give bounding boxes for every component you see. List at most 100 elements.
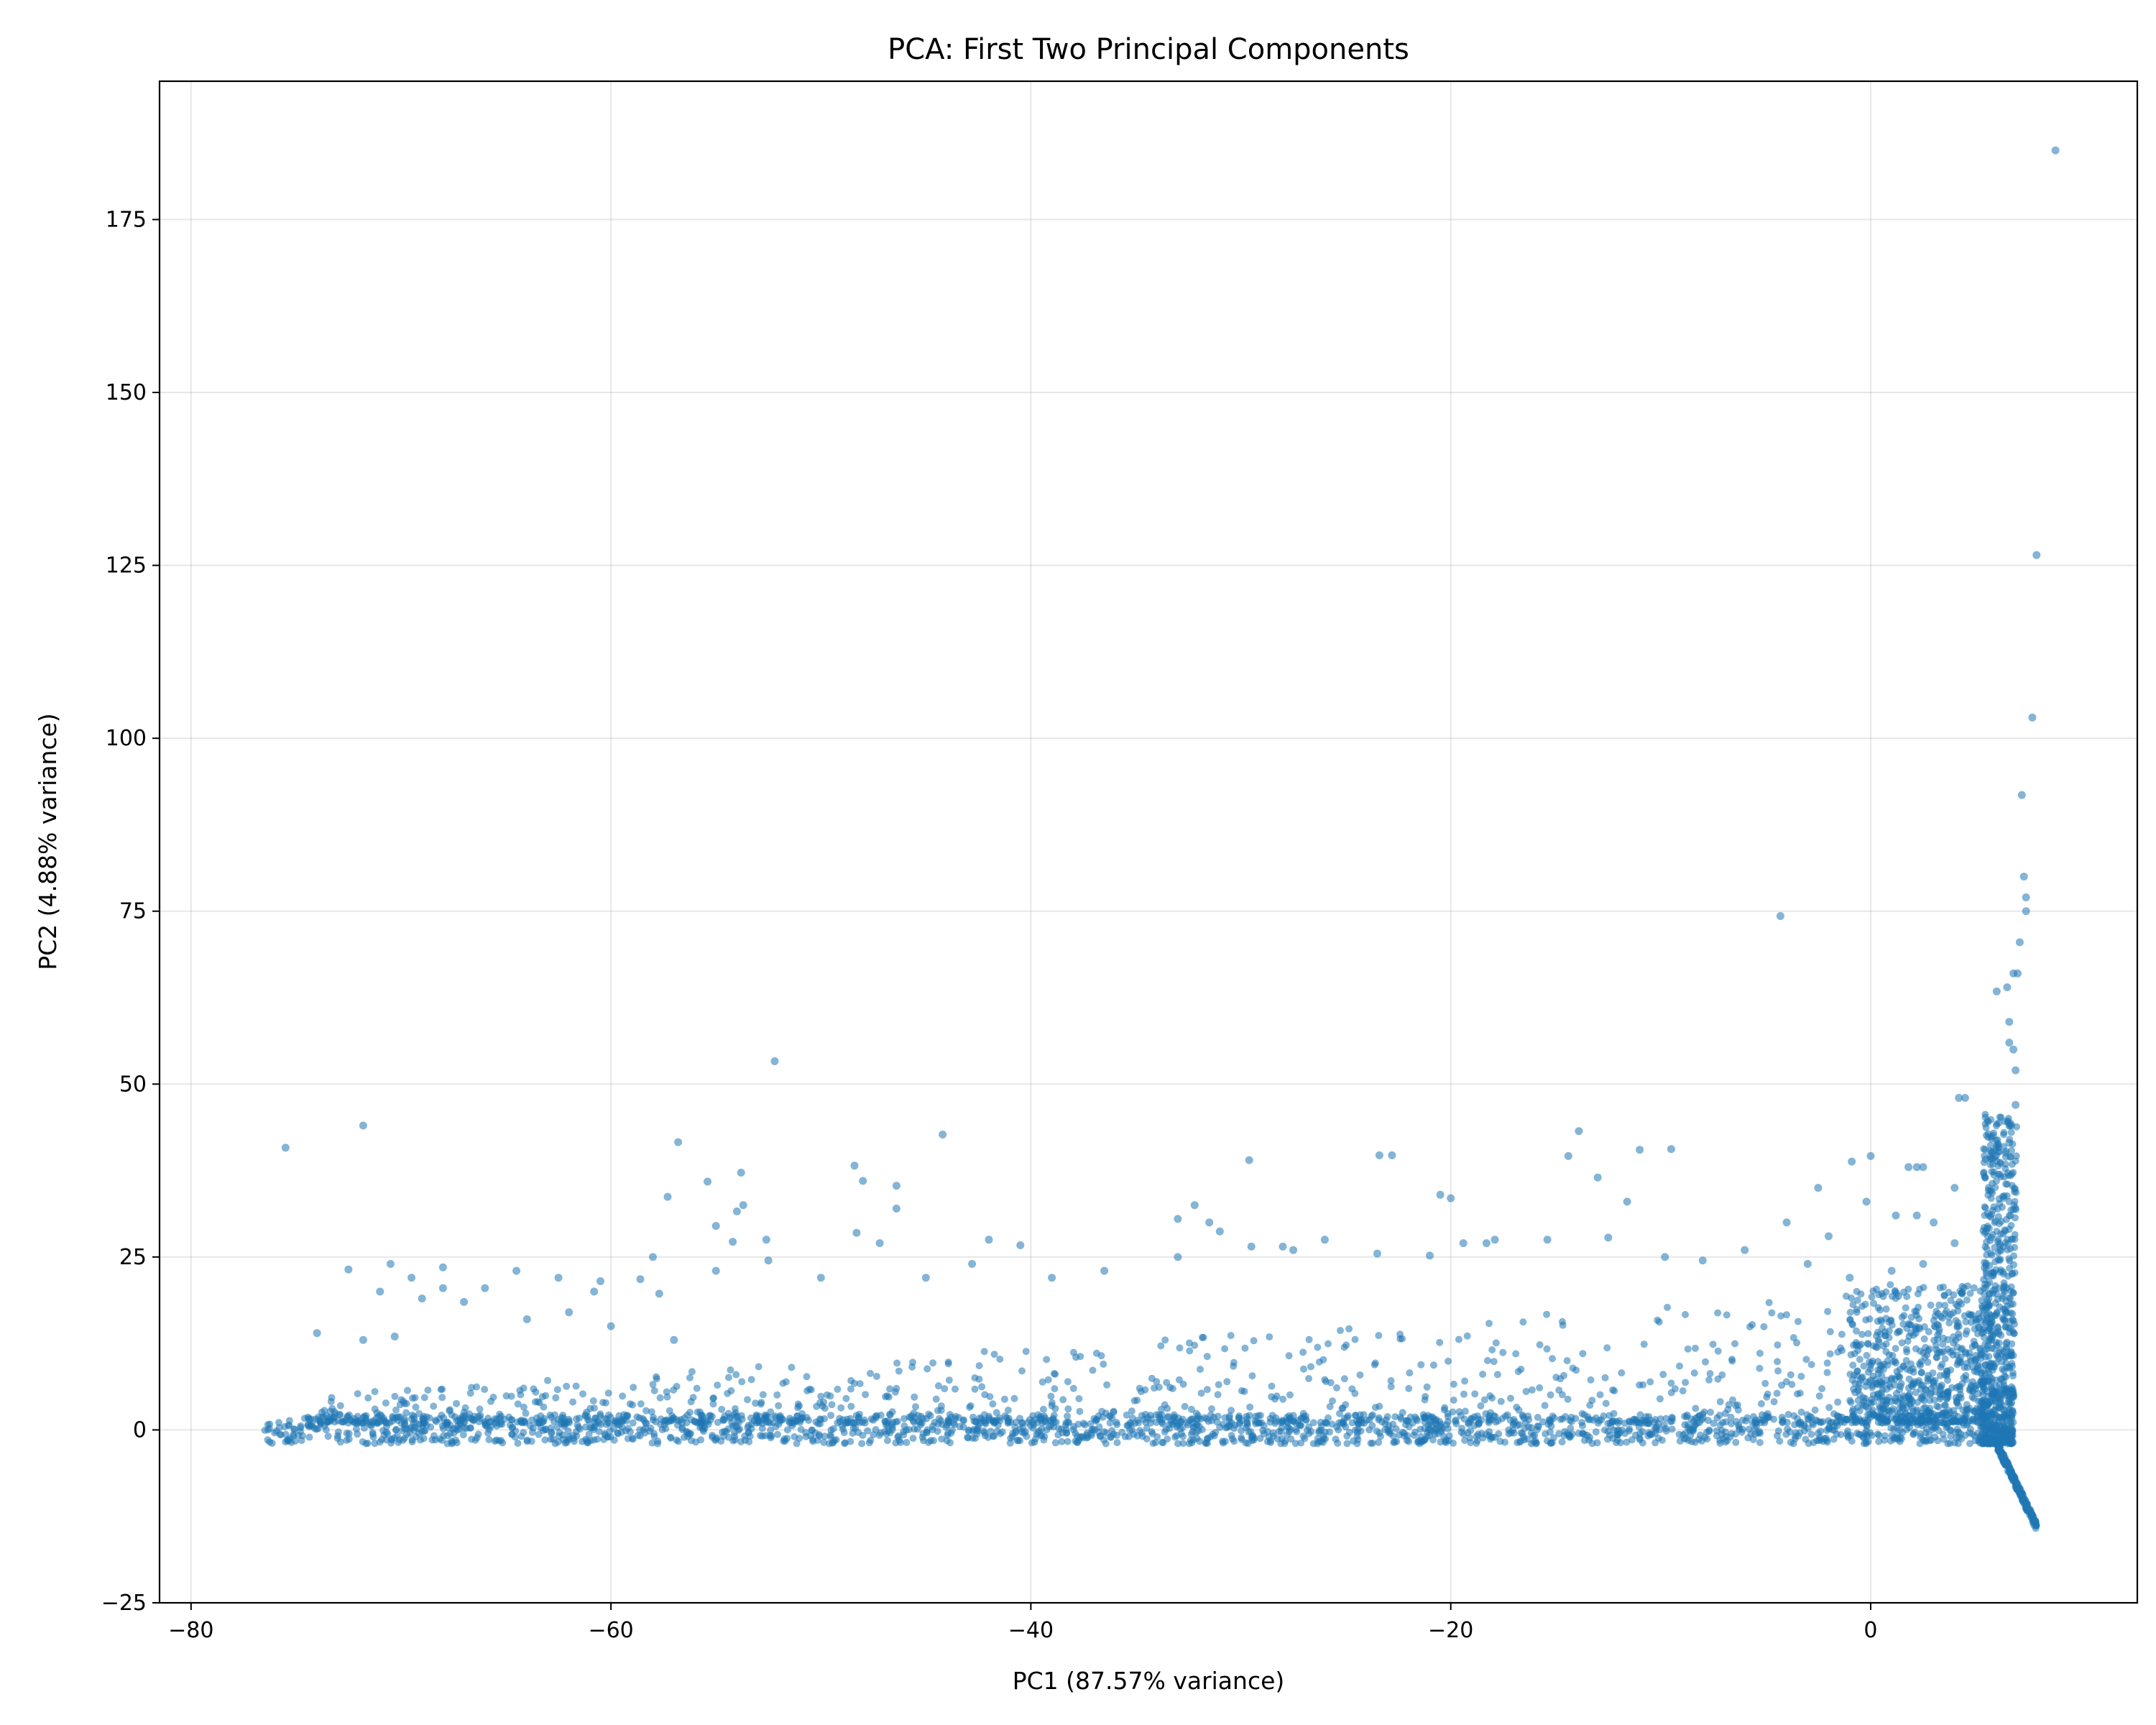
scatter-point <box>892 1205 900 1213</box>
spike-point <box>2011 1243 2019 1251</box>
band-point <box>1786 1428 1794 1436</box>
low-scatter-point <box>324 1417 332 1425</box>
low-scatter-point <box>686 1374 694 1381</box>
band-point <box>384 1430 392 1438</box>
low-scatter-point <box>1656 1395 1664 1403</box>
band-point <box>731 1429 738 1437</box>
band-point <box>304 1422 312 1430</box>
cluster-point <box>1966 1289 1974 1297</box>
scatter-point <box>1375 1151 1383 1159</box>
low-scatter-point <box>1181 1402 1189 1410</box>
scatter-point <box>985 1236 993 1244</box>
low-scatter-point <box>1463 1332 1471 1340</box>
low-scatter-point <box>1494 1417 1502 1425</box>
band-point <box>590 1436 598 1444</box>
spike-point <box>1996 1242 2004 1250</box>
scatter-point <box>939 1131 947 1138</box>
cluster-point <box>1908 1397 1916 1405</box>
low-scatter-point <box>678 1419 686 1427</box>
band-point <box>1482 1430 1490 1438</box>
band-point <box>1301 1435 1309 1443</box>
low-scatter-point <box>1682 1379 1690 1386</box>
band-point <box>526 1422 534 1430</box>
low-scatter-point <box>1818 1385 1826 1393</box>
low-scatter-point <box>415 1409 423 1417</box>
cluster-point <box>1945 1313 1953 1321</box>
low-scatter-point <box>709 1400 717 1408</box>
band-point <box>1073 1438 1081 1446</box>
band-point <box>392 1426 400 1434</box>
x-tick-label: −60 <box>588 1618 633 1643</box>
low-scatter-point <box>1170 1413 1178 1421</box>
band-point <box>1041 1432 1049 1440</box>
spike-point <box>1990 1390 1998 1398</box>
low-scatter-point <box>1128 1407 1135 1415</box>
low-scatter-point <box>728 1419 736 1427</box>
low-scatter-point <box>1793 1390 1801 1398</box>
low-scatter-point <box>1567 1417 1575 1425</box>
cluster-point <box>1963 1359 1971 1367</box>
low-scatter-point <box>1427 1419 1434 1427</box>
band-point <box>485 1436 493 1443</box>
low-scatter-point <box>1536 1384 1544 1392</box>
low-scatter-point <box>668 1417 676 1425</box>
band-point <box>1332 1435 1340 1443</box>
low-scatter-point <box>1610 1409 1618 1417</box>
low-scatter-point <box>937 1407 945 1414</box>
scatter-point <box>1636 1146 1644 1154</box>
band-point <box>1179 1432 1187 1440</box>
scatter-point <box>1814 1184 1823 1192</box>
low-scatter-point <box>1485 1320 1493 1328</box>
band-point <box>1621 1430 1628 1438</box>
y-tick-label: 75 <box>119 899 147 924</box>
low-scatter-point <box>1763 1393 1771 1401</box>
band-point <box>1651 1439 1659 1447</box>
scatter-point <box>2005 1138 2014 1147</box>
band-point <box>1351 1426 1359 1434</box>
band-point <box>1305 1423 1313 1431</box>
low-scatter-point <box>315 1413 323 1421</box>
band-point <box>1189 1436 1197 1444</box>
cluster-point <box>1963 1282 1971 1290</box>
cluster-point <box>1962 1371 1970 1379</box>
low-scatter-point <box>1586 1416 1593 1424</box>
low-scatter-point <box>1825 1404 1833 1412</box>
cluster-point <box>1869 1287 1877 1295</box>
band-point <box>1735 1421 1742 1429</box>
low-scatter-point <box>1549 1355 1556 1363</box>
low-scatter-point <box>1558 1317 1566 1325</box>
cluster-point <box>1944 1376 1951 1384</box>
cluster-point <box>1981 1412 1989 1419</box>
band-point <box>1505 1430 1513 1438</box>
scatter-point <box>460 1297 469 1306</box>
spike-point <box>1996 1375 2004 1383</box>
y-tick-label: 50 <box>119 1072 147 1097</box>
band-point <box>1458 1425 1466 1432</box>
scatter-point <box>522 1315 531 1323</box>
cluster-point <box>1858 1417 1866 1425</box>
cluster-point <box>1882 1340 1890 1348</box>
low-scatter-point <box>1749 1419 1756 1427</box>
cluster-point <box>1853 1287 1861 1295</box>
cluster-point <box>1884 1417 1892 1425</box>
low-scatter-point <box>1757 1419 1765 1427</box>
cluster-point <box>1920 1417 1927 1425</box>
scatter-point <box>2005 1039 2014 1047</box>
band-point <box>1473 1440 1480 1447</box>
scatter-point <box>1776 912 1784 920</box>
low-scatter-point <box>1770 1398 1778 1406</box>
low-scatter-point <box>1797 1408 1805 1416</box>
band-point <box>900 1428 907 1435</box>
low-scatter-point <box>934 1382 942 1390</box>
scatter-point <box>1825 1232 1833 1241</box>
band-point <box>1488 1433 1496 1441</box>
band-point <box>376 1438 384 1446</box>
low-scatter-point <box>619 1392 627 1400</box>
low-scatter-point <box>1811 1406 1819 1414</box>
band-point <box>401 1425 408 1432</box>
band-point <box>1418 1438 1425 1446</box>
low-scatter-point <box>1396 1335 1404 1343</box>
cluster-point <box>1903 1325 1911 1333</box>
scatter-point <box>596 1277 604 1285</box>
low-scatter-point <box>883 1392 891 1400</box>
